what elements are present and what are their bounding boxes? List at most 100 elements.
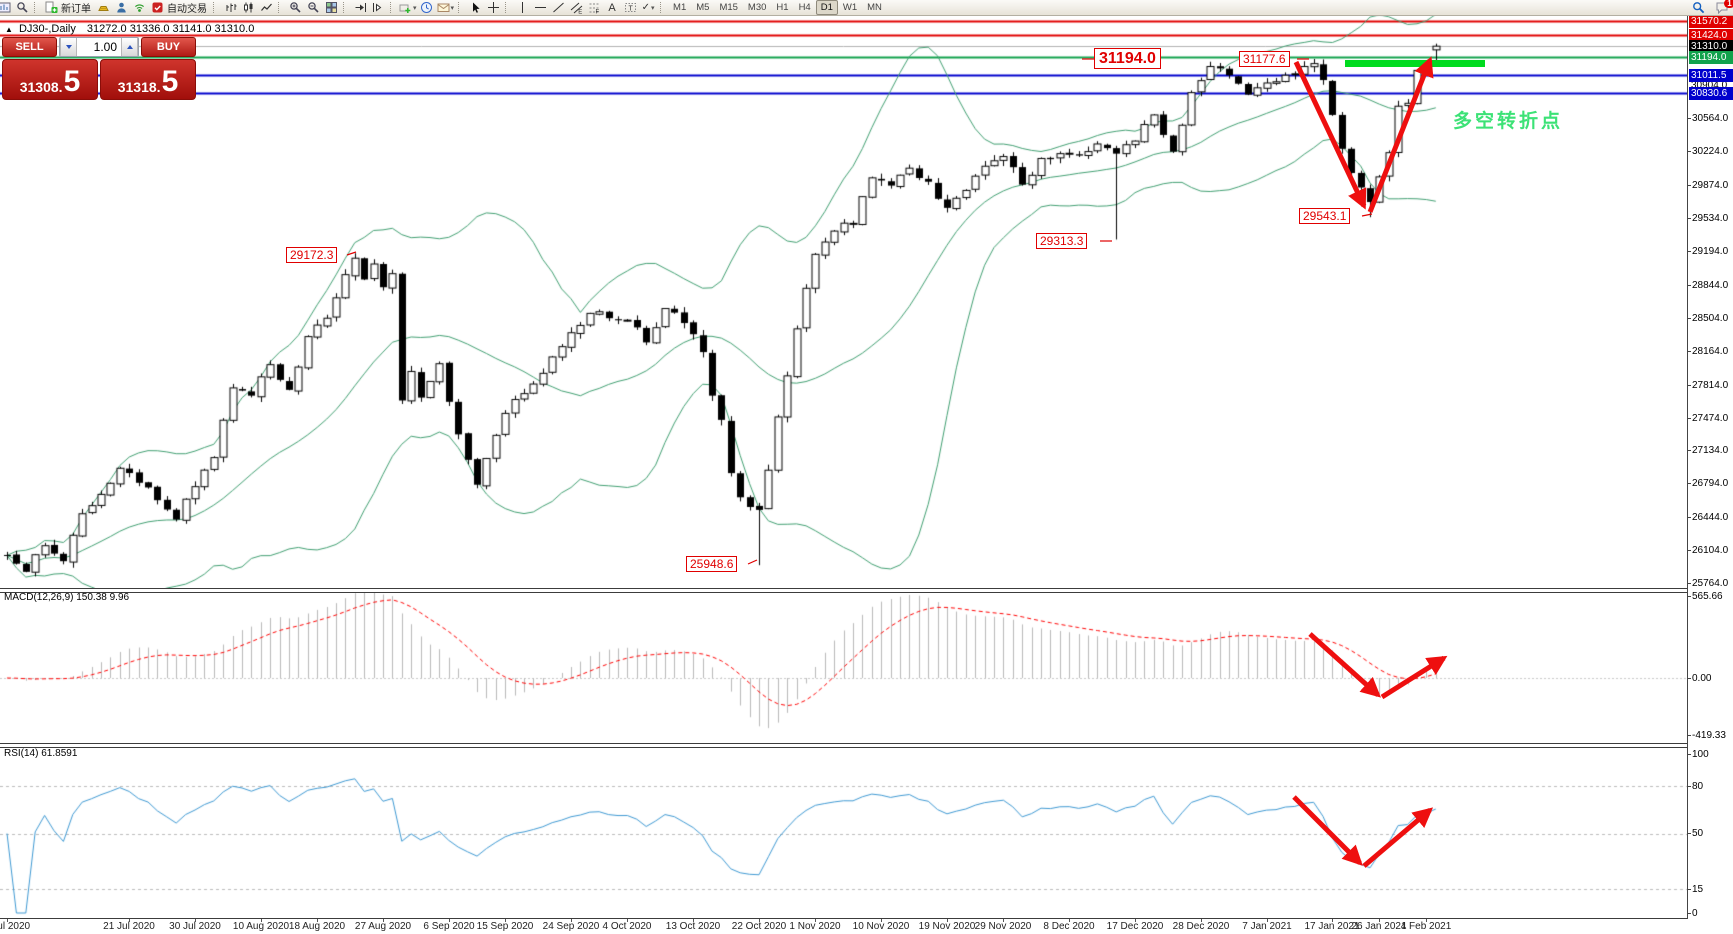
- template-mail-icon[interactable]: ▾: [436, 1, 456, 15]
- horizontal-line-icon[interactable]: [531, 1, 549, 15]
- crosshair-icon[interactable]: [484, 1, 502, 15]
- candlestick-icon[interactable]: [239, 1, 257, 15]
- timeframe-button-m15[interactable]: M15: [719, 2, 738, 13]
- line-chart-icon[interactable]: [257, 1, 275, 15]
- timeframe-button-h4[interactable]: H4: [798, 2, 811, 13]
- rsi-indicator-chart[interactable]: [0, 746, 1687, 918]
- rsi-axis-label: 100: [1692, 749, 1709, 760]
- rsi-axis-label: 50: [1692, 828, 1704, 839]
- buy-button[interactable]: BUY: [141, 37, 196, 57]
- chart-window[interactable]: ▲ DJ30-,Daily 31272.0 31336.0 31141.0 31…: [0, 14, 1733, 934]
- timeframe-button-m30[interactable]: M30: [747, 2, 767, 13]
- auto-scroll-icon[interactable]: [351, 1, 369, 15]
- ask-price-panel[interactable]: 31318. 5: [100, 59, 196, 100]
- trendline-icon[interactable]: [549, 1, 567, 15]
- rsi-axis-tick: [1687, 786, 1691, 787]
- volume-increase-button[interactable]: [121, 38, 138, 56]
- fibonacci-icon[interactable]: F: [585, 1, 603, 15]
- autotrade-button-label[interactable]: 自动交易: [167, 4, 207, 15]
- toolbar-separator: [505, 2, 510, 13]
- label-icon[interactable]: T: [621, 1, 639, 15]
- bar-chart-icon[interactable]: [221, 1, 239, 15]
- date-axis-tick: [571, 919, 572, 922]
- zoom-out-icon[interactable]: [304, 1, 322, 15]
- date-axis-tick: [129, 919, 130, 922]
- timeframe-button-d1[interactable]: D1: [815, 0, 838, 15]
- deposit-icon[interactable]: [94, 1, 112, 15]
- signal-icon[interactable]: [130, 1, 148, 15]
- date-axis-tick: [449, 919, 450, 922]
- bid-price-point: .: [58, 78, 63, 95]
- macd-indicator-chart[interactable]: [0, 591, 1687, 743]
- text-icon[interactable]: A: [608, 1, 616, 14]
- timeframe-button-h1[interactable]: H1: [776, 2, 789, 13]
- zoom-in-icon[interactable]: [286, 1, 304, 15]
- cursor-icon[interactable]: [466, 1, 484, 15]
- date-axis-label: 21 Jul 2020: [103, 921, 155, 932]
- timeframe-button-w1[interactable]: W1: [842, 2, 858, 13]
- bid-price-panel[interactable]: 31308. 5: [2, 59, 98, 100]
- date-axis-tick: [759, 919, 760, 922]
- price-callout: 29543.1: [1299, 208, 1351, 224]
- date-axis-tick: [1135, 919, 1136, 922]
- price-axis-label: 30564.0: [1692, 113, 1729, 124]
- macd-axis-tick: [1687, 596, 1691, 597]
- channel-icon[interactable]: E: [567, 1, 585, 15]
- price-axis-tick: [1687, 418, 1691, 419]
- macd-axis-label: 0.00: [1692, 673, 1712, 684]
- date-axis-label: 10 Aug 2020: [232, 921, 290, 932]
- price-axis-tick: [1687, 385, 1691, 386]
- date-axis-label: 10 Nov 2020: [852, 921, 910, 932]
- rsi-axis-tick: [1687, 833, 1691, 834]
- panel-separator[interactable]: [0, 743, 1687, 748]
- sell-button[interactable]: SELL: [2, 37, 57, 57]
- price-callout: 31177.6: [1239, 51, 1290, 67]
- macd-axis-label: 565.66: [1692, 591, 1723, 602]
- date-axis-tick: [261, 919, 262, 922]
- main-price-chart[interactable]: [0, 15, 1687, 588]
- new-order-button[interactable]: [42, 1, 60, 15]
- annotation-note: 多空转折点: [1453, 111, 1564, 132]
- date-axis-tick: [383, 919, 384, 922]
- toolbar-separator: [278, 2, 283, 13]
- macd-axis-tick: [1687, 735, 1691, 736]
- timeframe-button-mn[interactable]: MN: [867, 2, 882, 13]
- arrows-icon[interactable]: ✓ ▾: [641, 1, 655, 13]
- price-axis-chip: 30904.0: [1691, 80, 1728, 91]
- collapse-arrow-icon[interactable]: ▲: [5, 25, 13, 34]
- timeframe-button-m1[interactable]: M1: [673, 2, 687, 13]
- date-axis-tick: [195, 919, 196, 922]
- toolbar-separator: [34, 2, 39, 13]
- ask-price-big-digit: 5: [161, 65, 179, 99]
- vertical-line-icon[interactable]: [513, 1, 531, 15]
- chart-window-icon[interactable]: [0, 1, 13, 15]
- volume-value[interactable]: 1.00: [93, 40, 117, 54]
- date-axis-tick: [815, 919, 816, 922]
- notification-icon[interactable]: 1: [1713, 0, 1733, 15]
- add-indicator-icon[interactable]: ▾: [398, 1, 418, 15]
- ask-price-point: .: [156, 78, 161, 95]
- price-axis-label: 26104.0: [1692, 545, 1729, 556]
- chart-shift-icon[interactable]: [369, 1, 387, 15]
- profile-icon[interactable]: [112, 1, 130, 15]
- rsi-label: RSI(14) 61.8591: [4, 748, 78, 759]
- marketwatch-icon[interactable]: [13, 1, 31, 15]
- date-axis-label: 2 Jul 2020: [0, 921, 31, 932]
- tile-windows-icon[interactable]: [322, 1, 340, 15]
- price-axis-tick: [1687, 517, 1691, 518]
- panel-separator[interactable]: [0, 588, 1687, 593]
- period-clock-icon[interactable]: [418, 1, 436, 15]
- volume-decrease-button[interactable]: [60, 38, 77, 56]
- symbol-period-label: DJ30-,Daily: [18, 23, 76, 35]
- search-symbols-icon[interactable]: [1689, 1, 1707, 15]
- price-axis-chip: 31011.5: [1689, 69, 1733, 82]
- autotrade-button[interactable]: [148, 1, 166, 15]
- price-axis-tick: [1687, 483, 1691, 484]
- new-order-button-label[interactable]: 新订单: [61, 4, 91, 15]
- timeframe-button-m5[interactable]: M5: [696, 2, 710, 13]
- toolbar-separator: [343, 2, 348, 13]
- toolbar-separator: [458, 2, 463, 13]
- price-axis-label: 27814.0: [1692, 380, 1729, 391]
- date-axis-label: 17 Dec 2020: [1106, 921, 1164, 932]
